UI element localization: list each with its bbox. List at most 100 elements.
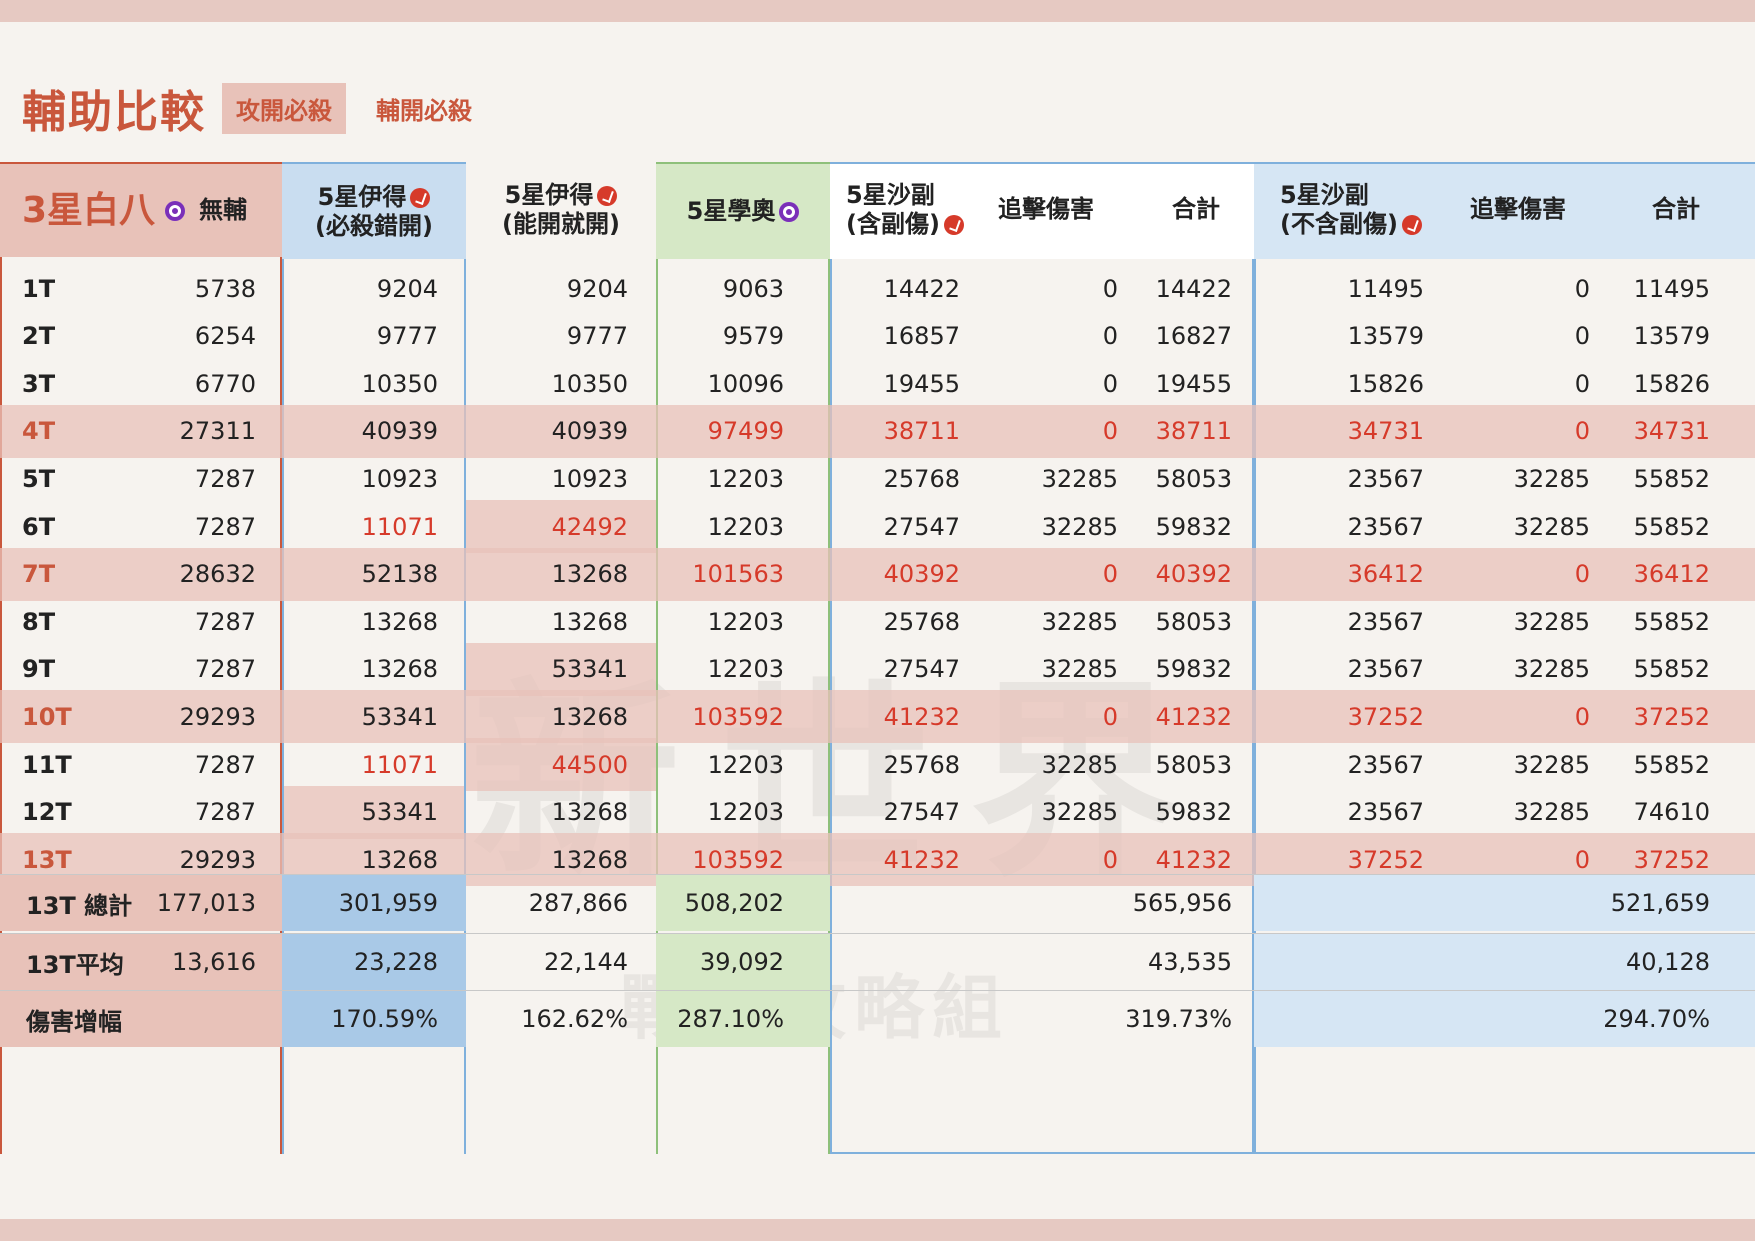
table-cell: 9063 — [722, 274, 784, 303]
table-cell: 9204 — [376, 274, 438, 303]
header-ide-offset-l2: (必殺錯開) — [315, 211, 433, 240]
summary-bg — [0, 991, 282, 1047]
table-cell: 9777 — [566, 322, 628, 351]
table-cell: 34731 — [1347, 417, 1424, 446]
header-ide-always-l1: 5星伊得 — [504, 180, 594, 209]
cell-highlight — [466, 500, 656, 553]
summary-cell: 43,535 — [1148, 948, 1232, 976]
table-cell: 103592 — [692, 845, 784, 874]
summary-cell: 22,144 — [544, 948, 628, 976]
table-cell: 16827 — [1155, 322, 1232, 351]
table-cell: 53341 — [551, 655, 628, 684]
table-cell: 32285 — [1513, 512, 1590, 541]
page-header: 輔助比較 攻開必殺 輔開必殺 — [22, 80, 486, 138]
table-cell: 15826 — [1347, 369, 1424, 398]
table-row: 5T 7287 10923 10923 12203 25768 32285 58053 2356… — [0, 452, 1755, 505]
row-label: 10T — [22, 702, 72, 731]
tab-support-ultimate[interactable]: 輔開必殺 — [376, 96, 472, 125]
red-ultimate-icon — [410, 187, 431, 208]
summary-label: 13T平均 — [26, 950, 124, 979]
header-ide-always: 5星伊得 (能開就開) — [466, 162, 656, 257]
table-cell: 7287 — [194, 655, 256, 684]
summary-cell: 508,202 — [684, 889, 784, 917]
table-cell: 37252 — [1633, 845, 1710, 874]
table-cell: 32285 — [1513, 464, 1590, 493]
table-cell: 0 — [1102, 560, 1118, 589]
table-cell: 32285 — [1041, 798, 1118, 827]
table-cell: 0 — [1574, 417, 1590, 446]
summary-bg — [282, 991, 466, 1047]
table-cell: 10350 — [551, 369, 628, 398]
table-cell: 13579 — [1347, 322, 1424, 351]
table-cell: 9777 — [376, 322, 438, 351]
table-cell: 32285 — [1041, 607, 1118, 636]
summary-bg — [656, 875, 830, 931]
table-row: 10T 29293 53341 13268 103592 41232 0 41232 37252… — [0, 690, 1755, 744]
cell-highlight — [466, 642, 656, 696]
table-cell: 32285 — [1041, 750, 1118, 779]
table-cell: 41232 — [1155, 702, 1232, 731]
header-sha-with-followup: 追擊傷害 — [998, 195, 1094, 224]
row-label: 1T — [22, 274, 56, 303]
table-cell: 0 — [1574, 845, 1590, 874]
table-cell: 74610 — [1633, 798, 1710, 827]
summary-bg — [1254, 934, 1755, 990]
table-cell: 11495 — [1633, 274, 1710, 303]
table-cell: 25768 — [883, 464, 960, 493]
cell-highlight — [466, 738, 656, 791]
row-label: 3T — [22, 369, 56, 398]
header-xueao: 5星學奧 — [656, 162, 830, 259]
table-cell: 29293 — [179, 845, 256, 874]
table-cell: 38711 — [883, 417, 960, 446]
table-cell: 10923 — [361, 464, 438, 493]
column-border-sha-with — [830, 162, 1254, 1154]
table-cell: 34731 — [1633, 417, 1710, 446]
table-cell: 58053 — [1155, 464, 1232, 493]
tab-attack-ultimate[interactable]: 攻開必殺 — [222, 82, 346, 134]
row-label: 13T — [22, 845, 72, 874]
table-cell: 23567 — [1347, 750, 1424, 779]
summary-row: 13T平均 13,616 23,228 22,144 39,092 43,535 40,12… — [0, 933, 1755, 990]
summary-cell: 177,013 — [156, 889, 256, 917]
summary-cell — [150, 991, 256, 1047]
table-cell: 13579 — [1633, 322, 1710, 351]
table-cell: 59832 — [1155, 798, 1232, 827]
table-cell: 53341 — [361, 702, 438, 731]
table-cell: 40939 — [551, 417, 628, 446]
table-cell: 7287 — [194, 464, 256, 493]
header-sha-with-l2: (含副傷) — [846, 209, 940, 238]
table-cell: 40392 — [883, 560, 960, 589]
column-border-baseline — [0, 162, 282, 1154]
table-cell: 52138 — [361, 560, 438, 589]
summary-row: 傷害增幅 170.59% 162.62% 287.10% 319.73% 294.70% — [0, 990, 1755, 1047]
table-cell: 25768 — [883, 607, 960, 636]
table-cell: 10096 — [707, 369, 784, 398]
table-cell: 37252 — [1347, 702, 1424, 731]
table-row: 6T 7287 11071 42492 12203 27547 32285 59832 2356… — [0, 500, 1755, 553]
table-cell: 10350 — [361, 369, 438, 398]
header-sha-with-name: 5星沙副 (含副傷) — [846, 162, 964, 257]
page-title: 輔助比較 — [22, 87, 206, 138]
top-decor-strip — [0, 0, 1755, 22]
table-cell: 38711 — [1155, 417, 1232, 446]
table-row: 2T 6254 9777 9777 9579 16857 0 16827 13579 0 13579 — [0, 310, 1755, 363]
header-xueao-label: 5星學奧 — [686, 197, 776, 226]
table-cell: 27547 — [883, 798, 960, 827]
table-cell: 32285 — [1513, 607, 1590, 636]
table-cell: 11071 — [361, 512, 438, 541]
summary-cell: 565,956 — [1132, 889, 1232, 917]
table-cell: 28632 — [179, 560, 256, 589]
table-cell: 40392 — [1155, 560, 1232, 589]
header-sha-without-l1: 5星沙副 — [1280, 180, 1369, 209]
table-cell: 14422 — [1155, 274, 1232, 303]
summary-cell: 301,959 — [338, 889, 438, 917]
table-cell: 55852 — [1633, 750, 1710, 779]
table-cell: 0 — [1102, 845, 1118, 874]
table-cell: 27547 — [883, 655, 960, 684]
bottom-decor-strip — [0, 1219, 1755, 1241]
table-cell: 58053 — [1155, 750, 1232, 779]
table-cell: 27311 — [179, 417, 256, 446]
row-label: 4T — [22, 417, 56, 446]
comparison-table: 新世界 戰鬥攻略組 3星白八 無輔 5星伊得 (必殺錯開) 5星伊得 (能開就開… — [0, 162, 1755, 1154]
summary-label: 13T 總計 — [26, 891, 133, 920]
